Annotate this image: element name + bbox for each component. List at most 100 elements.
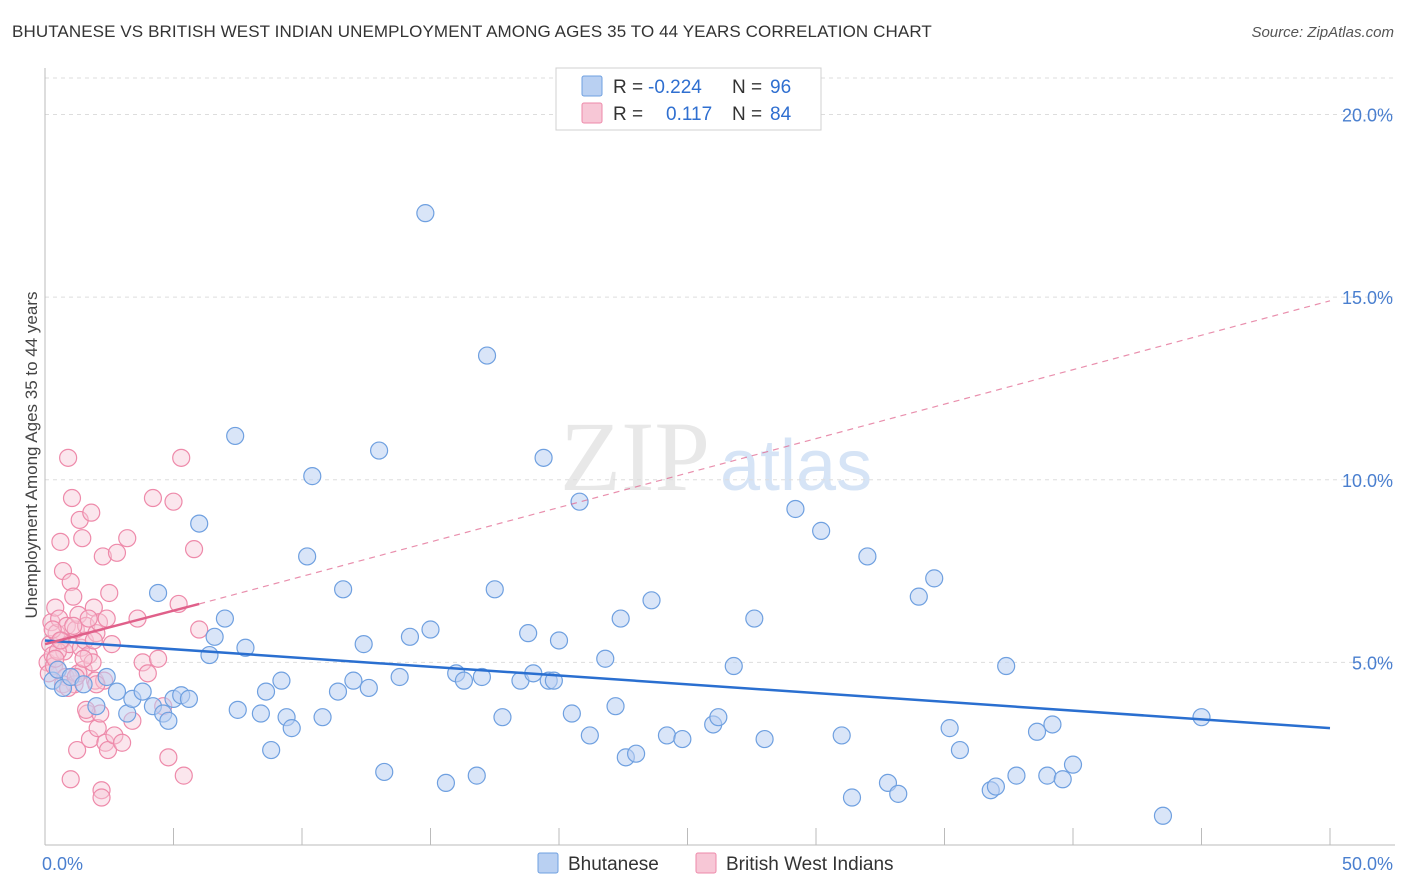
point-bhutanese xyxy=(148,583,168,603)
point-bhutanese xyxy=(107,682,127,701)
point-bhutanese xyxy=(251,704,270,723)
point-bhutanese xyxy=(375,762,394,782)
point-bhutanese xyxy=(205,627,224,646)
point-bhutanese xyxy=(87,697,106,716)
point-bhutanese xyxy=(472,667,491,687)
point-british-west-indians xyxy=(68,740,87,760)
point-british-west-indians xyxy=(93,547,112,566)
trend-lines xyxy=(44,300,1331,730)
point-bhutanese xyxy=(657,726,677,745)
point-bhutanese xyxy=(950,740,970,760)
point-british-west-indians xyxy=(133,653,152,672)
point-bhutanese xyxy=(133,682,152,701)
point-british-west-indians xyxy=(82,503,101,522)
x-tick-label-max: 50.0% xyxy=(1342,854,1393,874)
legend: R = -0.224 N = 96 R = 0.117 N = 84 xyxy=(555,67,822,131)
y-tick-label: 5.0% xyxy=(1352,653,1393,673)
point-bhutanese xyxy=(1063,755,1083,774)
legend-r-label-2: R = xyxy=(613,104,643,125)
point-british-west-indians xyxy=(84,631,103,650)
point-british-west-indians xyxy=(83,653,102,672)
point-british-west-indians xyxy=(118,529,137,548)
point-bhutanese xyxy=(745,609,764,628)
point-bhutanese xyxy=(549,631,569,650)
point-bhutanese xyxy=(1192,708,1211,727)
point-bhutanese xyxy=(400,627,420,646)
legend-swatch-pink xyxy=(581,102,603,124)
point-bhutanese xyxy=(159,711,178,730)
point-bhutanese xyxy=(940,719,959,738)
trend-line-bhutanese xyxy=(44,639,1331,730)
point-bhutanese xyxy=(812,521,831,540)
trend-line-british-west-indians xyxy=(44,602,200,646)
point-british-west-indians xyxy=(61,770,80,789)
point-british-west-indians xyxy=(61,572,80,592)
point-bhutanese xyxy=(1027,722,1047,741)
point-bhutanese xyxy=(344,671,363,690)
bottom-legend-swatch-bhutanese xyxy=(537,852,559,874)
point-bhutanese xyxy=(642,591,661,610)
point-bhutanese xyxy=(709,708,728,727)
bottom-legend-bhutanese: Bhutanese xyxy=(568,854,659,875)
point-british-west-indians xyxy=(97,609,116,628)
legend-n-label-1: N = xyxy=(732,77,762,98)
point-british-west-indians xyxy=(105,726,124,745)
watermark-zip: ZIP xyxy=(560,401,710,512)
point-bhutanese xyxy=(909,587,928,606)
point-bhutanese xyxy=(580,726,599,745)
point-bhutanese xyxy=(925,569,944,588)
point-bhutanese xyxy=(354,635,373,654)
point-bhutanese xyxy=(313,708,332,727)
point-bhutanese xyxy=(421,620,440,639)
point-british-west-indians xyxy=(138,664,157,683)
point-bhutanese xyxy=(858,547,877,566)
point-bhutanese xyxy=(215,609,234,628)
point-bhutanese xyxy=(1053,770,1072,789)
legend-r-label-1: R = xyxy=(613,77,643,98)
british-west-indians-points xyxy=(38,448,209,807)
point-bhutanese xyxy=(390,667,409,687)
bottom-legend: Bhutanese British West Indians xyxy=(537,852,894,875)
point-british-west-indians xyxy=(100,583,119,603)
y-tick-label: 10.0% xyxy=(1342,471,1393,491)
legend-n-value-2: 84 xyxy=(770,104,792,125)
point-british-west-indians xyxy=(59,448,78,467)
point-british-west-indians xyxy=(148,649,168,668)
point-bhutanese xyxy=(596,649,615,668)
point-bhutanese xyxy=(228,700,247,719)
point-bhutanese xyxy=(611,609,630,628)
point-bhutanese xyxy=(334,580,353,599)
point-bhutanese xyxy=(256,682,276,701)
gridlines xyxy=(45,77,1395,663)
point-bhutanese xyxy=(485,580,504,599)
source-label: Source: ZipAtlas.com xyxy=(1251,24,1394,41)
point-british-west-indians xyxy=(143,488,163,508)
legend-n-label-2: N = xyxy=(732,104,762,125)
trend-line-british-west-indians-extended xyxy=(199,300,1331,605)
point-british-west-indians xyxy=(62,488,82,508)
point-bhutanese xyxy=(303,467,322,486)
point-bhutanese xyxy=(477,346,497,365)
point-bhutanese xyxy=(359,678,378,698)
point-british-west-indians xyxy=(184,540,204,559)
bottom-legend-swatch-bwi xyxy=(695,852,717,874)
point-bhutanese xyxy=(190,514,209,533)
point-bhutanese xyxy=(262,740,281,760)
point-british-west-indians xyxy=(51,532,70,551)
point-bhutanese xyxy=(986,777,1006,796)
axes: 5.0% 10.0% 15.0% 20.0% 0.0% 50.0% xyxy=(42,68,1395,874)
watermark-atlas: atlas xyxy=(720,426,872,506)
point-bhutanese xyxy=(1043,715,1062,734)
point-bhutanese xyxy=(997,656,1016,676)
point-bhutanese xyxy=(74,675,93,694)
point-bhutanese xyxy=(1038,766,1057,785)
x-tick-label-min: 0.0% xyxy=(42,854,83,874)
point-bhutanese xyxy=(236,638,255,657)
y-axis-label: Unemployment Among Ages 35 to 44 years xyxy=(22,292,41,619)
point-british-west-indians xyxy=(64,616,83,635)
point-british-west-indians xyxy=(92,781,111,800)
point-british-west-indians xyxy=(92,788,111,807)
point-bhutanese xyxy=(200,645,219,665)
point-bhutanese xyxy=(832,726,851,745)
